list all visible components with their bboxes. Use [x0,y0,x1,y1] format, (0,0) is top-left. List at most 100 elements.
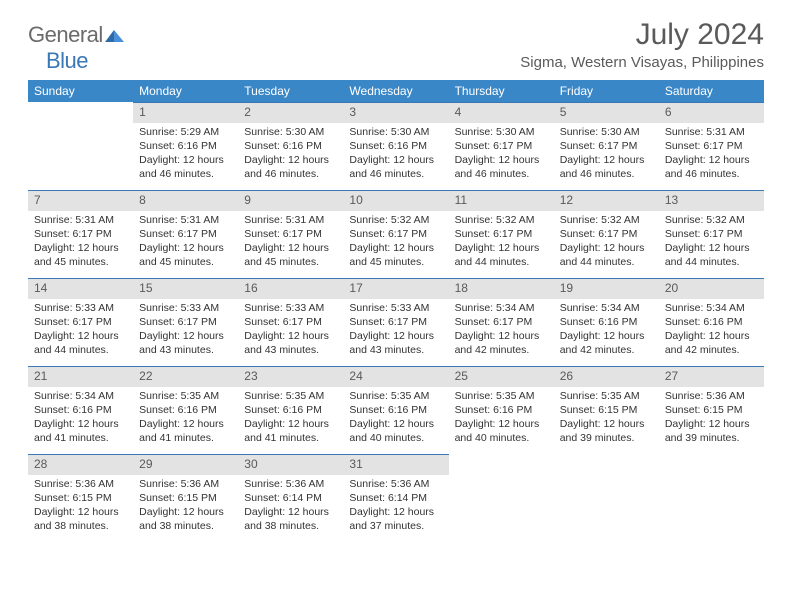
day-line-ss: Sunset: 6:16 PM [244,403,337,417]
day-line-d2: and 43 minutes. [244,343,337,357]
day-line-d1: Daylight: 12 hours [34,329,127,343]
weekday-header-row: SundayMondayTuesdayWednesdayThursdayFrid… [28,80,764,102]
day-cell: 30Sunrise: 5:36 AMSunset: 6:14 PMDayligh… [238,454,343,542]
day-content: Sunrise: 5:35 AMSunset: 6:16 PMDaylight:… [449,387,554,450]
calendar-day-cell: 18Sunrise: 5:34 AMSunset: 6:17 PMDayligh… [449,278,554,366]
day-cell: 7Sunrise: 5:31 AMSunset: 6:17 PMDaylight… [28,190,133,278]
day-content: Sunrise: 5:33 AMSunset: 6:17 PMDaylight:… [238,299,343,362]
day-cell: 15Sunrise: 5:33 AMSunset: 6:17 PMDayligh… [133,278,238,366]
day-line-sr: Sunrise: 5:33 AM [349,301,442,315]
day-content: Sunrise: 5:35 AMSunset: 6:16 PMDaylight:… [238,387,343,450]
day-cell: 25Sunrise: 5:35 AMSunset: 6:16 PMDayligh… [449,366,554,454]
day-number: 7 [28,191,133,211]
day-cell: 24Sunrise: 5:35 AMSunset: 6:16 PMDayligh… [343,366,448,454]
day-content: Sunrise: 5:36 AMSunset: 6:15 PMDaylight:… [133,475,238,538]
calendar-day-cell: 6Sunrise: 5:31 AMSunset: 6:17 PMDaylight… [659,102,764,190]
day-line-d2: and 46 minutes. [455,167,548,181]
day-number: 22 [133,367,238,387]
day-line-sr: Sunrise: 5:36 AM [34,477,127,491]
weekday-header: Sunday [28,80,133,102]
day-content: Sunrise: 5:36 AMSunset: 6:15 PMDaylight:… [28,475,133,538]
weekday-header: Saturday [659,80,764,102]
day-line-sr: Sunrise: 5:34 AM [455,301,548,315]
calendar-day-cell: 31Sunrise: 5:36 AMSunset: 6:14 PMDayligh… [343,454,448,542]
day-line-sr: Sunrise: 5:31 AM [139,213,232,227]
empty-cell [659,454,764,542]
calendar-table: SundayMondayTuesdayWednesdayThursdayFrid… [28,80,764,542]
day-line-d1: Daylight: 12 hours [665,417,758,431]
day-number: 10 [343,191,448,211]
calendar-day-cell: 27Sunrise: 5:36 AMSunset: 6:15 PMDayligh… [659,366,764,454]
day-content: Sunrise: 5:30 AMSunset: 6:17 PMDaylight:… [449,123,554,186]
day-line-d2: and 38 minutes. [34,519,127,533]
day-content: Sunrise: 5:32 AMSunset: 6:17 PMDaylight:… [343,211,448,274]
day-line-sr: Sunrise: 5:34 AM [34,389,127,403]
day-line-sr: Sunrise: 5:35 AM [560,389,653,403]
day-content: Sunrise: 5:34 AMSunset: 6:16 PMDaylight:… [659,299,764,362]
day-cell: 12Sunrise: 5:32 AMSunset: 6:17 PMDayligh… [554,190,659,278]
day-line-d1: Daylight: 12 hours [244,329,337,343]
day-line-d1: Daylight: 12 hours [455,417,548,431]
day-cell: 27Sunrise: 5:36 AMSunset: 6:15 PMDayligh… [659,366,764,454]
calendar-empty-cell [28,102,133,190]
day-cell: 26Sunrise: 5:35 AMSunset: 6:15 PMDayligh… [554,366,659,454]
day-line-sr: Sunrise: 5:35 AM [349,389,442,403]
calendar-day-cell: 8Sunrise: 5:31 AMSunset: 6:17 PMDaylight… [133,190,238,278]
day-line-ss: Sunset: 6:17 PM [139,227,232,241]
day-line-ss: Sunset: 6:17 PM [349,315,442,329]
calendar-day-cell: 28Sunrise: 5:36 AMSunset: 6:15 PMDayligh… [28,454,133,542]
day-number: 30 [238,455,343,475]
day-line-d1: Daylight: 12 hours [139,153,232,167]
day-number: 13 [659,191,764,211]
day-number: 5 [554,103,659,123]
day-line-d1: Daylight: 12 hours [349,153,442,167]
day-line-d2: and 46 minutes. [560,167,653,181]
day-content: Sunrise: 5:34 AMSunset: 6:16 PMDaylight:… [554,299,659,362]
calendar-day-cell: 7Sunrise: 5:31 AMSunset: 6:17 PMDaylight… [28,190,133,278]
day-line-d1: Daylight: 12 hours [455,241,548,255]
day-cell: 4Sunrise: 5:30 AMSunset: 6:17 PMDaylight… [449,102,554,190]
day-line-d2: and 43 minutes. [139,343,232,357]
day-line-d2: and 46 minutes. [139,167,232,181]
day-number: 24 [343,367,448,387]
day-content: Sunrise: 5:31 AMSunset: 6:17 PMDaylight:… [659,123,764,186]
day-cell: 11Sunrise: 5:32 AMSunset: 6:17 PMDayligh… [449,190,554,278]
day-line-sr: Sunrise: 5:30 AM [560,125,653,139]
day-line-d2: and 42 minutes. [455,343,548,357]
day-content: Sunrise: 5:35 AMSunset: 6:16 PMDaylight:… [343,387,448,450]
day-number: 21 [28,367,133,387]
day-number: 1 [133,103,238,123]
calendar-week-row: 7Sunrise: 5:31 AMSunset: 6:17 PMDaylight… [28,190,764,278]
day-line-d1: Daylight: 12 hours [665,153,758,167]
day-line-ss: Sunset: 6:17 PM [244,227,337,241]
day-cell: 14Sunrise: 5:33 AMSunset: 6:17 PMDayligh… [28,278,133,366]
location-text: Sigma, Western Visayas, Philippines [520,54,764,71]
day-line-d1: Daylight: 12 hours [244,241,337,255]
day-line-d2: and 44 minutes. [455,255,548,269]
day-line-d2: and 42 minutes. [665,343,758,357]
calendar-empty-cell [554,454,659,542]
calendar-day-cell: 10Sunrise: 5:32 AMSunset: 6:17 PMDayligh… [343,190,448,278]
day-line-ss: Sunset: 6:15 PM [34,491,127,505]
day-number: 11 [449,191,554,211]
calendar-day-cell: 23Sunrise: 5:35 AMSunset: 6:16 PMDayligh… [238,366,343,454]
day-line-d1: Daylight: 12 hours [665,329,758,343]
day-number: 27 [659,367,764,387]
page-header: General Blue July 2024 Sigma, Western Vi… [28,18,764,74]
day-line-d2: and 45 minutes. [349,255,442,269]
empty-cell [554,454,659,542]
day-line-d1: Daylight: 12 hours [34,417,127,431]
day-line-ss: Sunset: 6:15 PM [560,403,653,417]
day-line-d1: Daylight: 12 hours [349,417,442,431]
logo-text: General Blue [28,22,125,74]
day-line-ss: Sunset: 6:17 PM [455,139,548,153]
day-line-d2: and 41 minutes. [139,431,232,445]
day-line-d1: Daylight: 12 hours [560,329,653,343]
day-line-d2: and 44 minutes. [665,255,758,269]
day-line-d1: Daylight: 12 hours [455,329,548,343]
day-cell: 31Sunrise: 5:36 AMSunset: 6:14 PMDayligh… [343,454,448,542]
day-line-ss: Sunset: 6:17 PM [665,227,758,241]
day-line-d1: Daylight: 12 hours [560,153,653,167]
day-line-d2: and 46 minutes. [665,167,758,181]
day-line-d2: and 44 minutes. [34,343,127,357]
